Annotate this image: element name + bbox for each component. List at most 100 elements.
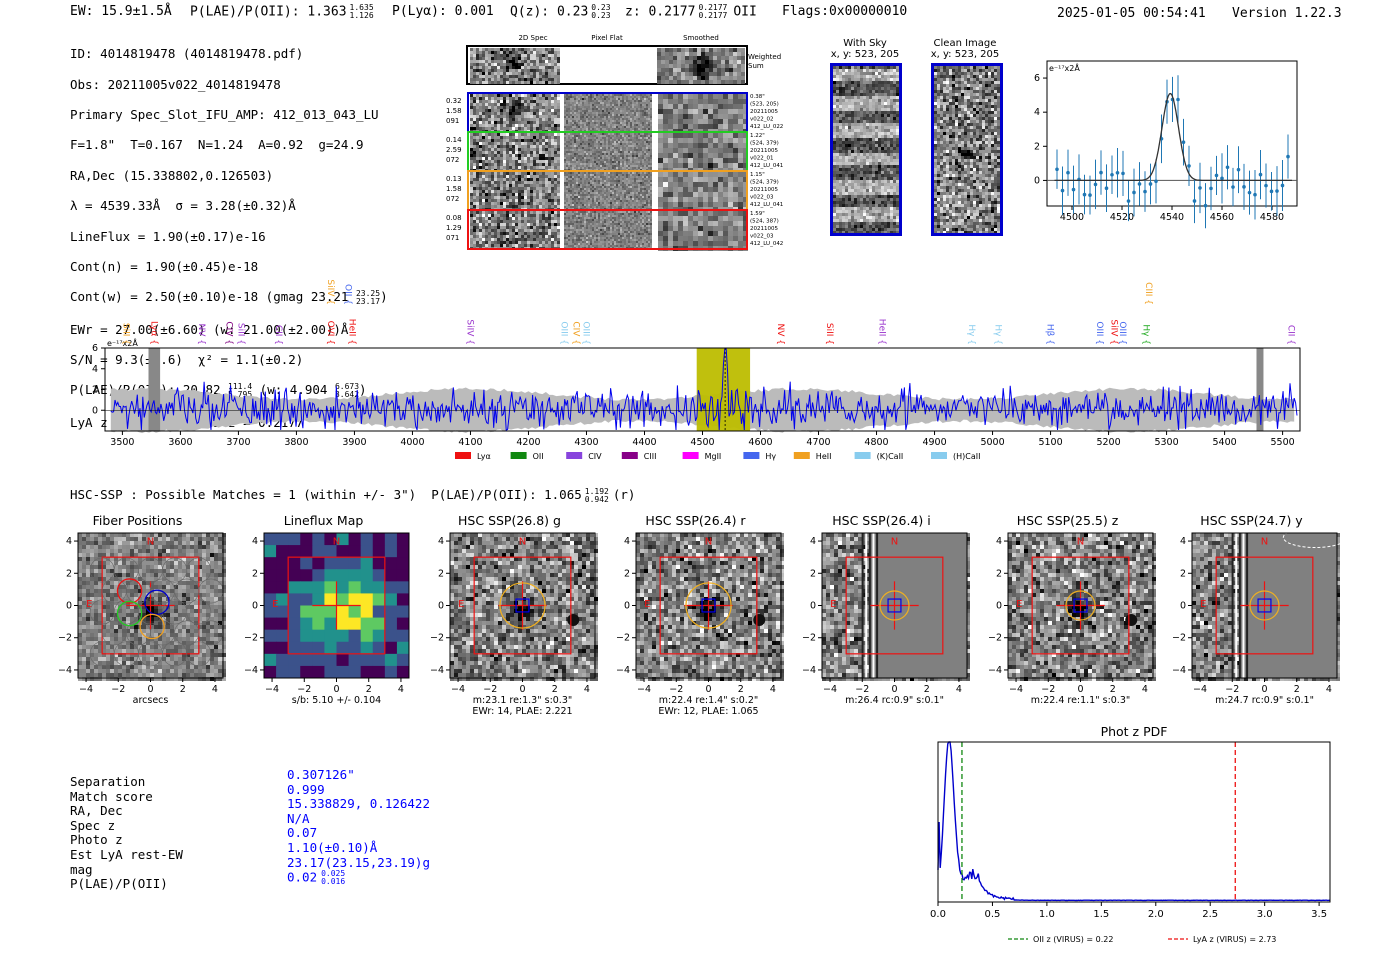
- noise-pixel: [598, 163, 600, 165]
- noise-pixel: [491, 106, 494, 109]
- noise-pixel: [476, 124, 479, 127]
- noise-pixel: [521, 136, 524, 139]
- noise-pixel: [578, 190, 580, 192]
- noise-pixel: [542, 196, 545, 199]
- noise-pixel: [608, 190, 610, 192]
- noise-pixel: [500, 157, 503, 160]
- noise-pixel: [509, 97, 512, 100]
- noise-pixel: [539, 97, 542, 100]
- noise-pixel: [718, 158, 723, 163]
- noise-pixel: [551, 97, 554, 100]
- noise-pixel: [600, 165, 602, 167]
- noise-pixel: [500, 202, 503, 205]
- noise-pixel: [582, 184, 584, 186]
- noise-pixel: [536, 145, 539, 148]
- noise-pixel: [622, 155, 624, 157]
- noise-pixel: [527, 81, 530, 84]
- noise-pixel: [708, 94, 713, 99]
- noise-pixel: [530, 211, 533, 214]
- noise-pixel: [594, 186, 596, 188]
- noise-pixel: [638, 153, 640, 155]
- noise-pixel: [650, 149, 652, 151]
- noise-pixel: [626, 172, 628, 174]
- noise-pixel: [503, 226, 506, 229]
- noise-pixel: [644, 159, 646, 161]
- noise-pixel: [708, 114, 713, 119]
- noise-pixel: [564, 122, 566, 124]
- noise-pixel: [608, 145, 610, 147]
- noise-pixel: [628, 96, 630, 98]
- noise-pixel: [602, 202, 604, 204]
- noise-pixel: [678, 138, 683, 143]
- noise-pixel: [614, 153, 616, 155]
- noise-pixel: [500, 75, 503, 78]
- noise-pixel: [640, 172, 642, 174]
- noise-pixel: [677, 60, 681, 64]
- noise-pixel: [636, 163, 638, 165]
- noise-pixel: [518, 145, 521, 148]
- noise-pixel: [576, 151, 578, 153]
- noise-pixel: [630, 112, 632, 114]
- noise-pixel: [533, 166, 536, 169]
- noise-pixel: [566, 94, 568, 96]
- noise-pixel: [630, 194, 632, 196]
- noise-pixel: [488, 94, 491, 97]
- noise-pixel: [668, 187, 673, 192]
- noise-pixel: [723, 148, 728, 153]
- noise-pixel: [485, 184, 488, 187]
- noise-pixel: [634, 178, 636, 180]
- noise-pixel: [612, 118, 614, 120]
- noise-pixel: [470, 157, 473, 160]
- noise-pixel: [632, 167, 634, 169]
- noise-pixel: [636, 120, 638, 122]
- noise-pixel: [642, 96, 644, 98]
- noise-pixel: [482, 60, 485, 63]
- noise-pixel: [592, 202, 594, 204]
- noise-pixel: [512, 97, 515, 100]
- noise-pixel: [578, 159, 580, 161]
- noise-pixel: [578, 147, 580, 149]
- noise-pixel: [494, 57, 497, 60]
- noise-pixel: [588, 122, 590, 124]
- noise-pixel: [488, 226, 491, 229]
- noise-pixel: [485, 66, 488, 69]
- noise-pixel: [566, 102, 568, 104]
- noise-pixel: [586, 159, 588, 161]
- noise-pixel: [602, 137, 604, 139]
- noise-pixel: [548, 94, 551, 97]
- info-contn: Cont(n) = 1.90(±0.45)e-18: [70, 259, 259, 275]
- noise-pixel: [618, 149, 620, 151]
- noise-pixel: [644, 100, 646, 102]
- noise-pixel: [600, 153, 602, 155]
- noise-pixel: [582, 135, 584, 137]
- noise-pixel: [521, 94, 524, 97]
- noise-pixel: [473, 115, 476, 118]
- noise-pixel: [673, 119, 678, 124]
- noise-pixel: [636, 165, 638, 167]
- noise-pixel: [582, 147, 584, 149]
- noise-pixel: [545, 232, 548, 235]
- noise-pixel: [551, 211, 554, 214]
- noise-pixel: [497, 57, 500, 60]
- noise-pixel: [642, 141, 644, 143]
- noise-pixel: [650, 198, 652, 200]
- noise-pixel: [524, 121, 527, 124]
- noise-pixel: [470, 193, 473, 196]
- noise-pixel: [515, 72, 518, 75]
- noise-pixel: [717, 80, 721, 84]
- noise-pixel: [527, 217, 530, 220]
- noise-pixel: [718, 148, 723, 153]
- noise-pixel: [500, 220, 503, 223]
- noise-pixel: [574, 106, 576, 108]
- noise-pixel: [616, 159, 618, 161]
- noise-pixel: [574, 202, 576, 204]
- noise-pixel: [600, 124, 602, 126]
- noise-pixel: [705, 68, 709, 72]
- noise-pixel: [638, 108, 640, 110]
- noise-pixel: [509, 78, 512, 81]
- noise-pixel: [638, 151, 640, 153]
- noise-pixel: [512, 118, 515, 121]
- noise-pixel: [638, 124, 640, 126]
- noise-pixel: [630, 155, 632, 157]
- noise-pixel: [473, 139, 476, 142]
